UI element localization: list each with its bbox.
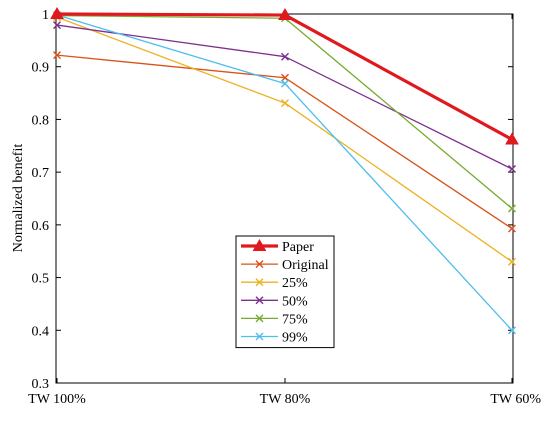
series-original: [53, 51, 516, 233]
y-tick-label: 0.3: [32, 377, 50, 392]
data-point: [53, 51, 61, 60]
data-point: [281, 79, 289, 88]
x-tick-label: TW 60%: [490, 392, 541, 407]
data-point: [281, 52, 289, 61]
legend-box: [235, 235, 335, 349]
series-25: [53, 13, 516, 266]
legend-label: 50%: [282, 294, 308, 309]
y-tick-label: 0.4: [32, 324, 50, 339]
data-point: [53, 21, 61, 30]
y-tick-label: 1: [42, 8, 49, 23]
x-tick-label: TW 80%: [260, 392, 311, 407]
series-layer: [50, 6, 519, 335]
legend-label: 25%: [282, 276, 308, 291]
legend-marker: [255, 296, 264, 305]
data-point: [281, 73, 289, 82]
data-point: [508, 204, 516, 213]
legend-entry: 99%: [241, 331, 308, 346]
y-tick-label: 0.9: [32, 61, 50, 76]
legend-entry: 75%: [241, 312, 308, 327]
y-tick-label: 0.6: [32, 219, 50, 234]
x-axis: TW 100% TW 80% TW 60%: [28, 14, 541, 407]
legend-label: Paper: [282, 240, 314, 255]
series-paper: [50, 6, 519, 145]
x-tick-label: TW 100%: [28, 392, 86, 407]
legend-label: Original: [282, 258, 329, 273]
legend: Paper Original 25% 50% 75% 99%: [235, 235, 335, 349]
data-point: [508, 257, 516, 266]
legend-label: 75%: [282, 312, 308, 327]
data-point: [508, 326, 516, 335]
legend-marker: [255, 260, 264, 269]
y-axis: 0.3 0.4 0.5 0.6 0.7 0.8 0.9 1: [32, 8, 513, 392]
data-point: [50, 6, 64, 19]
data-point: [505, 132, 519, 145]
y-tick-label: 0.5: [32, 272, 50, 287]
data-point: [281, 99, 289, 108]
legend-marker: [255, 278, 264, 287]
legend-marker: [252, 238, 267, 251]
legend-label: 99%: [282, 331, 308, 346]
legend-entry: 25%: [241, 276, 308, 291]
legend-marker: [255, 314, 264, 323]
data-point: [278, 8, 292, 21]
legend-entry: Paper: [241, 238, 314, 255]
y-axis-label: Normalized benefit: [11, 144, 26, 253]
y-tick-label: 0.7: [32, 166, 50, 181]
legend-marker: [255, 332, 264, 341]
legend-entry: Original: [241, 258, 329, 273]
data-point: [508, 224, 516, 233]
series-50: [53, 21, 516, 173]
y-tick-label: 0.8: [32, 113, 50, 128]
legend-entry: 50%: [241, 294, 308, 309]
data-point: [508, 164, 516, 173]
